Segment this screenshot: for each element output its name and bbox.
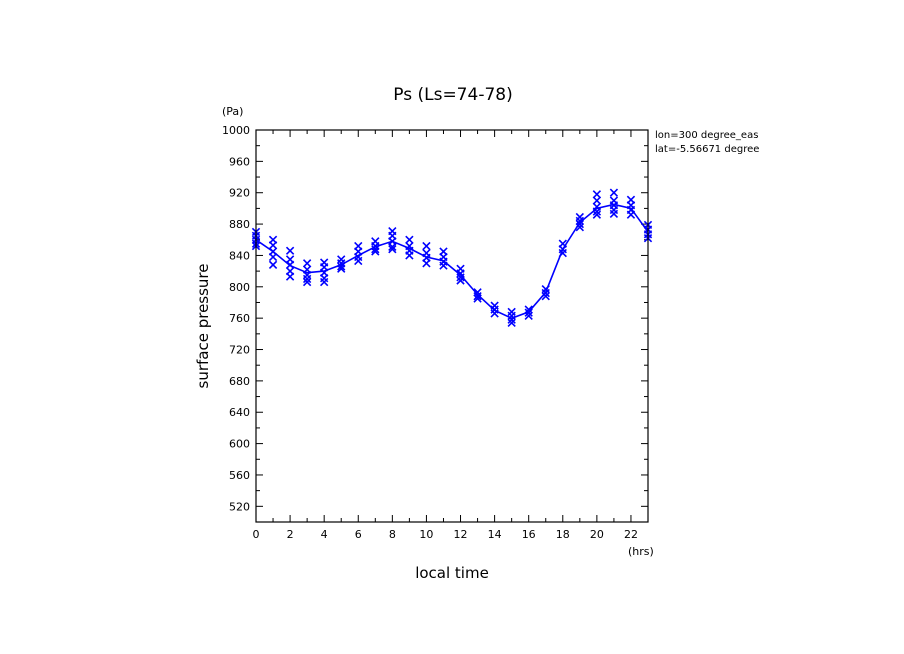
y-tick-label: 560 [229, 469, 250, 482]
y-tick-label: 520 [229, 500, 250, 513]
x-tick-label: 22 [624, 528, 638, 541]
data-point [405, 235, 414, 244]
data-point [422, 241, 431, 251]
data-point [439, 261, 448, 270]
y-unit-label: (Pa) [222, 105, 243, 118]
data-point [592, 196, 602, 205]
series-layer [251, 188, 653, 328]
data-point [320, 277, 329, 287]
y-axis-label: surface pressure [194, 264, 212, 389]
data-point [524, 311, 533, 320]
y-tick-label: 1000 [222, 124, 250, 137]
data-point [371, 247, 380, 256]
data-point [609, 209, 619, 219]
data-point [388, 245, 397, 254]
y-tick-label: 760 [229, 312, 250, 325]
data-point [575, 216, 584, 226]
data-point [422, 259, 431, 268]
data-point [354, 256, 363, 266]
data-point [524, 305, 533, 314]
data-point [268, 252, 278, 262]
annotation-lon: lon=300 degree_eas [655, 130, 758, 141]
data-point [473, 292, 482, 301]
tick-labels: 0 2 4 6 8 10 12 14 16 18 20 22 520 560 600 640 680 720 760… [222, 124, 638, 541]
data-point [592, 190, 602, 199]
data-point [575, 223, 584, 232]
data-point [388, 242, 397, 251]
axis-ticks [255, 129, 649, 523]
y-tick-label: 600 [229, 438, 250, 451]
x-tick-label: 8 [389, 528, 396, 541]
x-unit-label: (hrs) [628, 545, 654, 558]
y-tick-label: 680 [229, 375, 250, 388]
x-tick-label: 4 [321, 528, 328, 541]
data-point [575, 219, 584, 229]
mean-line [255, 203, 649, 320]
x-tick-label: 14 [488, 528, 502, 541]
x-tick-label: 16 [522, 528, 536, 541]
x-tick-label: 18 [556, 528, 570, 541]
data-point [285, 272, 295, 281]
data-point [302, 259, 312, 268]
chart-title: Ps (Ls=74-78) [393, 85, 512, 105]
annotation-lat: lat=-5.56671 degree [655, 144, 759, 155]
x-tick-label: 0 [253, 528, 260, 541]
data-point [302, 277, 312, 287]
data-point [490, 309, 499, 318]
data-point [285, 260, 295, 270]
data-point [626, 210, 636, 219]
data-point [337, 264, 346, 273]
y-tick-label: 960 [229, 155, 250, 168]
data-point [541, 292, 550, 301]
data-point [592, 210, 602, 219]
data-point [371, 245, 380, 254]
y-tick-label: 880 [229, 218, 250, 231]
x-tick-label: 20 [590, 528, 604, 541]
x-tick-label: 2 [287, 528, 294, 541]
data-point [609, 188, 619, 197]
x-tick-label: 12 [454, 528, 468, 541]
data-point [541, 288, 550, 298]
data-point [456, 276, 465, 285]
y-tick-label: 720 [229, 344, 250, 357]
data-point [524, 308, 533, 317]
data-point [473, 294, 482, 303]
data-point [405, 251, 414, 260]
data-point [456, 273, 465, 282]
plot-frame [255, 129, 649, 523]
data-point [285, 246, 295, 255]
data-point [507, 315, 516, 324]
data-point [268, 260, 278, 270]
data-point [558, 248, 567, 258]
data-point [592, 207, 602, 216]
data-point [302, 274, 312, 284]
data-point [507, 318, 516, 328]
y-tick-label: 840 [229, 249, 250, 262]
y-tick-label: 640 [229, 406, 250, 419]
y-tick-label: 920 [229, 187, 250, 200]
data-point [337, 262, 346, 271]
y-tick-label: 800 [229, 281, 250, 294]
x-axis-label: local time [415, 564, 489, 582]
x-tick-label: 6 [355, 528, 362, 541]
x-tick-label: 10 [419, 528, 433, 541]
data-point [268, 241, 278, 250]
